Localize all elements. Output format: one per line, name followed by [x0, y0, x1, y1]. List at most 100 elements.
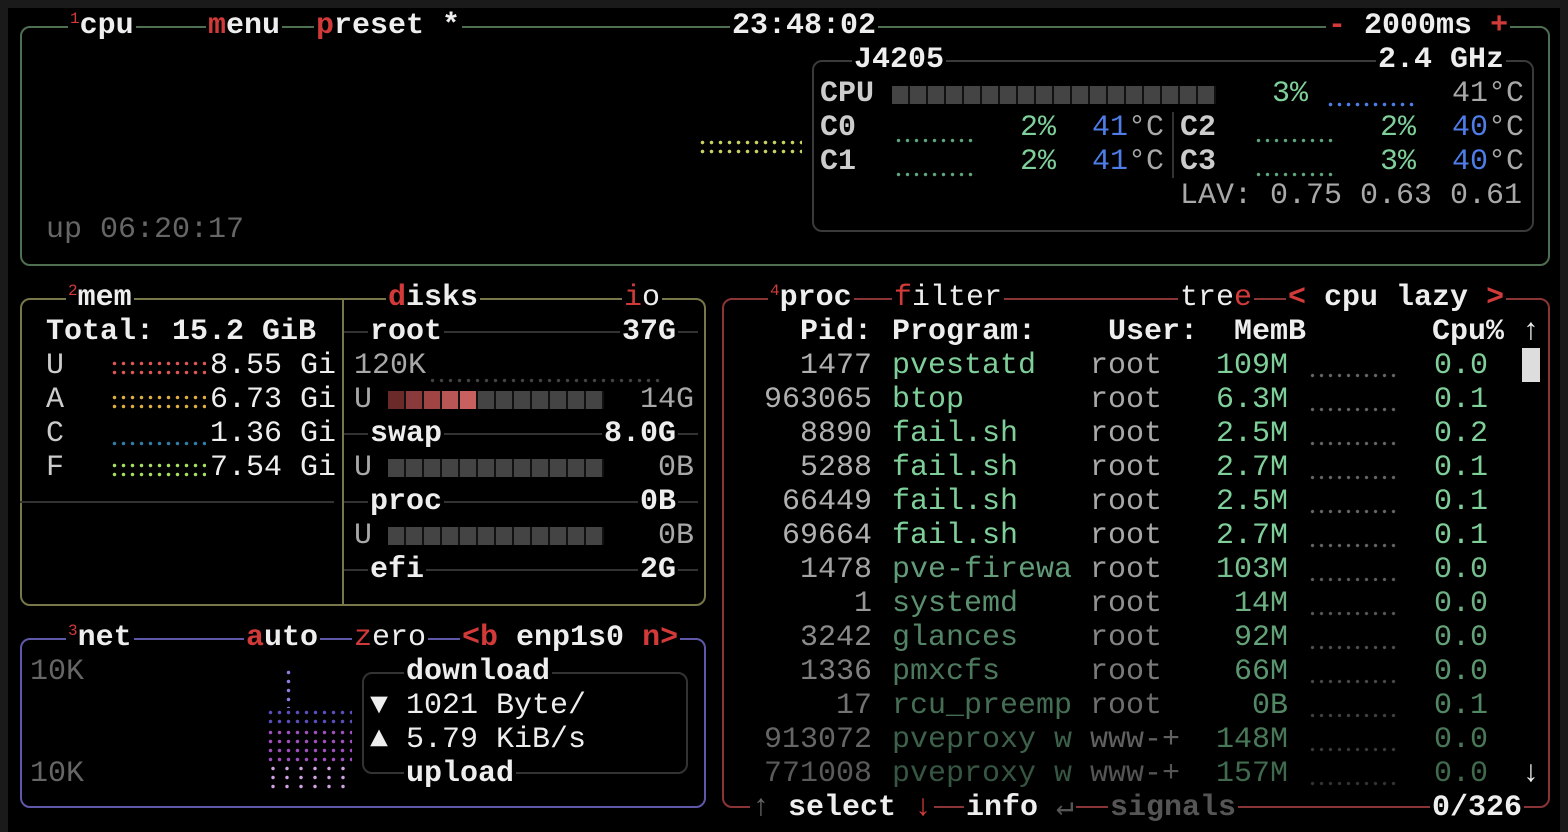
sort-prev-button[interactable]: <: [1288, 281, 1307, 315]
cpu-total-bar: [892, 86, 1216, 104]
proc-cpu-graph: [1308, 745, 1398, 753]
net-prev-interface[interactable]: <b: [462, 621, 499, 655]
preset-button[interactable]: preset *: [314, 9, 463, 43]
net-panel-title[interactable]: 3net: [66, 621, 134, 655]
cpu-total-label: CPU: [820, 77, 875, 111]
proc-tree-toggle[interactable]: tree: [1178, 281, 1255, 315]
net-download-arrow-icon: ▼: [370, 689, 389, 723]
scroll-down-arrow-icon[interactable]: ↓: [1522, 757, 1541, 791]
proc-filter-button[interactable]: filter: [892, 281, 1005, 315]
proc-scrollbar-thumb[interactable]: [1522, 348, 1540, 382]
proc-mem: 66M: [1233, 655, 1288, 689]
proc-mem: 157M: [1215, 757, 1288, 791]
core-divider: [1172, 112, 1174, 178]
proc-mem: 2.5M: [1215, 417, 1288, 451]
proc-mem: 14M: [1233, 587, 1288, 621]
header-user[interactable]: User:: [1108, 315, 1199, 349]
scroll-up-arrow-icon[interactable]: ↑: [1522, 315, 1541, 349]
disk-swap-name: swap: [368, 417, 445, 451]
header-program[interactable]: Program:: [892, 315, 1037, 349]
proc-cpu: 0.0: [1434, 757, 1489, 791]
cpu-frequency: 2.4 GHz: [1376, 43, 1507, 77]
disk-swap-line: [344, 433, 698, 435]
core-c3-label: C3: [1180, 145, 1217, 179]
disk-swap-used: 0B: [657, 451, 694, 485]
cpu-total-percent: 3%: [1272, 77, 1309, 111]
proc-mem: 0B: [1251, 689, 1288, 723]
mem-row-label: A: [46, 383, 65, 417]
disk-proc-used-bar: [388, 527, 604, 545]
proc-cpu-graph: [1308, 507, 1398, 515]
proc-program: btop: [892, 383, 965, 417]
disk-root-name: root: [368, 315, 445, 349]
proc-user: root: [1090, 383, 1163, 417]
io-toggle[interactable]: io: [622, 281, 663, 315]
proc-user: root: [1090, 417, 1163, 451]
proc-panel-title[interactable]: 4proc: [768, 281, 854, 315]
proc-user: root: [1090, 655, 1163, 689]
sort-next-button[interactable]: >: [1486, 281, 1505, 315]
core-c1-graph: [894, 170, 976, 178]
header-mem[interactable]: MemB: [1234, 315, 1307, 349]
proc-program: glances: [892, 621, 1019, 655]
proc-pid: 913072: [763, 723, 872, 757]
net-next-interface[interactable]: n>: [642, 621, 679, 655]
core-c1-temp: 41°C: [1092, 145, 1165, 179]
disk-swap-used-bar: [388, 459, 604, 477]
net-download-graph: [266, 708, 352, 726]
proc-cpu: 0.0: [1434, 655, 1489, 689]
proc-info-button[interactable]: info ↵: [964, 791, 1077, 825]
net-zero-button[interactable]: zero: [352, 621, 429, 655]
proc-pid: 8890: [799, 417, 872, 451]
proc-pid: 1336: [799, 655, 872, 689]
core-c2-label: C2: [1180, 111, 1217, 145]
proc-cpu: 0.0: [1434, 349, 1489, 383]
proc-user: root: [1090, 349, 1163, 383]
mem-row-graph: [110, 359, 206, 377]
interval-decrease-button[interactable]: -: [1328, 9, 1347, 43]
proc-program: pveproxy w: [892, 723, 1073, 757]
proc-cpu: 0.0: [1434, 723, 1489, 757]
header-cpu[interactable]: Cpu%: [1432, 315, 1505, 349]
proc-sort-selector[interactable]: < cpu lazy >: [1286, 281, 1507, 315]
core-c1-percent: 2%: [1020, 145, 1057, 179]
disk-proc-name: proc: [368, 485, 445, 519]
core-c0-percent: 2%: [1020, 111, 1057, 145]
mem-row-label: C: [46, 417, 65, 451]
proc-user: root: [1090, 519, 1163, 553]
menu-button[interactable]: menu: [206, 9, 283, 43]
mem-row-value: 1.36 Gi: [210, 417, 337, 451]
proc-cpu: 0.0: [1434, 621, 1489, 655]
proc-cpu: 0.0: [1434, 587, 1489, 621]
disk-root-used-label: U: [354, 383, 373, 417]
proc-signals-button[interactable]: signals: [1108, 791, 1239, 825]
net-download-speed: 1021 Byte/: [406, 689, 587, 723]
uptime: up 06:20:17: [46, 213, 245, 247]
net-download-label: download: [404, 655, 553, 689]
proc-mem: 2.5M: [1215, 485, 1288, 519]
net-upload-graph-tail: [266, 764, 352, 792]
proc-pid: 5288: [799, 451, 872, 485]
net-interface-selector[interactable]: <b enp1s0 n>: [460, 621, 681, 655]
core-c0-temp: 41°C: [1092, 111, 1165, 145]
proc-cpu-graph: [1308, 371, 1398, 379]
proc-pid: 3242: [799, 621, 872, 655]
cpu-model: J4205: [852, 43, 947, 77]
proc-program: fail.sh: [892, 485, 1019, 519]
core-c3-percent: 3%: [1380, 145, 1417, 179]
disk-efi-size: 2G: [638, 553, 679, 587]
header-pid[interactable]: Pid:: [799, 315, 872, 349]
proc-cpu-graph: [1308, 473, 1398, 481]
net-auto-toggle[interactable]: auto: [244, 621, 321, 655]
proc-mem: 2.7M: [1215, 451, 1288, 485]
net-scale-top: 10K: [30, 655, 85, 689]
disks-title[interactable]: disks: [386, 281, 481, 315]
mem-panel-title[interactable]: 2mem: [66, 281, 134, 315]
net-upload-graph: [266, 728, 352, 764]
mem-row-graph: [110, 461, 206, 479]
disk-proc-line: [344, 501, 698, 503]
cpu-panel-title[interactable]: 1cpu: [68, 9, 136, 43]
proc-select-control[interactable]: ↑ select ↓: [750, 791, 935, 825]
interval-increase-button[interactable]: +: [1490, 9, 1509, 43]
proc-mem: 6.3M: [1215, 383, 1288, 417]
